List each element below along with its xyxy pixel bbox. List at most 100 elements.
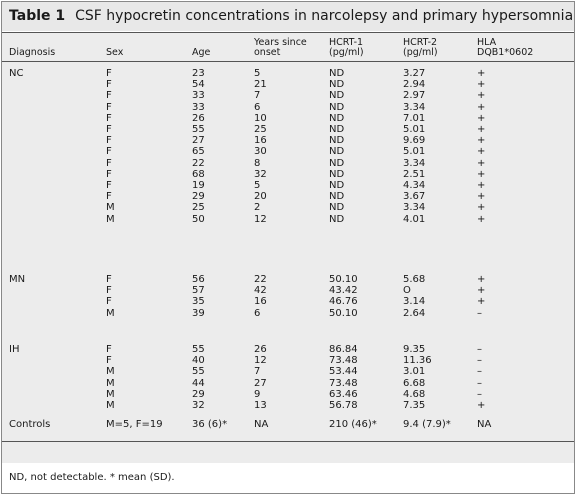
cell-age: 33 bbox=[192, 90, 205, 102]
cell-age: 26 bbox=[192, 112, 205, 124]
controls-sex: M=5, F=19 bbox=[106, 419, 163, 430]
cell-sex: F bbox=[106, 180, 112, 191]
cell-sex: F bbox=[106, 274, 112, 285]
cell-age: 29 bbox=[192, 388, 205, 400]
cell-years-since-onset: 12 bbox=[254, 355, 267, 367]
cell-sex: F bbox=[106, 355, 112, 367]
cell-hla-dqb1: + bbox=[477, 202, 486, 214]
cell-years-since-onset: 13 bbox=[254, 400, 267, 411]
cell-sex: F bbox=[106, 191, 112, 203]
cell-years-since-onset: 32 bbox=[254, 168, 267, 180]
cell-hcrt2: 4.01 bbox=[403, 213, 426, 225]
bottom-rule bbox=[2, 441, 574, 442]
cell-age: 29 bbox=[192, 191, 205, 203]
cell-sex: F bbox=[106, 124, 112, 135]
cell-hla-dqb1: + bbox=[477, 112, 486, 124]
cell-hla-dqb1: + bbox=[477, 146, 486, 158]
cell-age: 19 bbox=[192, 180, 205, 191]
cell-hcrt1: ND bbox=[329, 101, 345, 113]
table-body: Diagnosis Sex Age Years since onset HCRT… bbox=[2, 32, 574, 463]
header-hcrt1-line1: HCRT-1 bbox=[329, 37, 364, 48]
cell-hla-dqb1: + bbox=[477, 90, 486, 102]
cell-sex: F bbox=[106, 112, 112, 124]
cell-hcrt1: ND bbox=[329, 68, 345, 79]
cell-years-since-onset: 20 bbox=[254, 191, 267, 203]
cell-hcrt1: 50.10 bbox=[329, 274, 358, 285]
cell-hla-dqb1: – bbox=[477, 355, 482, 367]
cell-hcrt2: 9.69 bbox=[403, 135, 426, 147]
cell-age: 57 bbox=[192, 285, 205, 297]
cell-years-since-onset: 21 bbox=[254, 79, 267, 91]
cell-age: 55 bbox=[192, 344, 205, 355]
cell-sex: F bbox=[106, 146, 112, 158]
cell-years-since-onset: 16 bbox=[254, 296, 267, 308]
cell-hcrt1: ND bbox=[329, 112, 345, 124]
header-hla-line1: HLA bbox=[477, 37, 497, 48]
cell-hcrt2: 6.68 bbox=[403, 377, 426, 389]
cell-sex: M bbox=[106, 202, 115, 214]
cell-years-since-onset: 26 bbox=[254, 344, 267, 355]
header-hla-line2: DQB1*0602 bbox=[477, 47, 534, 58]
cell-age: 27 bbox=[192, 135, 205, 147]
controls-label: Controls bbox=[9, 419, 51, 430]
controls-hcrt1: 210 (46)* bbox=[329, 419, 377, 430]
cell-hcrt2: 5.01 bbox=[403, 124, 426, 135]
diagnosis-label: NC bbox=[9, 68, 24, 79]
cell-hcrt1: 43.42 bbox=[329, 285, 358, 297]
cell-years-since-onset: 5 bbox=[254, 180, 261, 191]
cell-hla-dqb1: + bbox=[477, 101, 486, 113]
cell-hla-dqb1: + bbox=[477, 79, 486, 91]
cell-hcrt1: ND bbox=[329, 146, 345, 158]
cell-sex: F bbox=[106, 285, 112, 297]
cell-age: 54 bbox=[192, 79, 205, 91]
cell-sex: F bbox=[106, 168, 112, 180]
diagnosis-label: MN bbox=[9, 274, 26, 285]
diagnosis-label: IH bbox=[9, 344, 20, 355]
cell-hcrt2: 2.97 bbox=[403, 90, 426, 102]
header-sex: Sex bbox=[106, 47, 124, 58]
top-rule bbox=[2, 32, 574, 33]
header-hcrt2-line1: HCRT-2 bbox=[403, 37, 438, 48]
cell-years-since-onset: 25 bbox=[254, 124, 267, 135]
cell-hcrt2: 2.51 bbox=[403, 168, 426, 180]
cell-hla-dqb1: + bbox=[477, 68, 486, 79]
cell-hcrt2: 3.14 bbox=[403, 296, 426, 308]
cell-hla-dqb1: + bbox=[477, 135, 486, 147]
cell-years-since-onset: 42 bbox=[254, 285, 267, 297]
cell-years-since-onset: 12 bbox=[254, 213, 267, 225]
cell-years-since-onset: 9 bbox=[254, 388, 261, 400]
cell-hla-dqb1: – bbox=[477, 366, 482, 378]
cell-years-since-onset: 10 bbox=[254, 112, 267, 124]
cell-hcrt2: 2.94 bbox=[403, 79, 426, 91]
cell-sex: F bbox=[106, 344, 112, 355]
cell-hcrt2: 2.64 bbox=[403, 307, 426, 319]
cell-hcrt2: 3.67 bbox=[403, 191, 426, 203]
table-title-bar: Table 1 CSF hypocretin concentrations in … bbox=[2, 2, 574, 31]
cell-hla-dqb1: + bbox=[477, 274, 486, 285]
cell-age: 68 bbox=[192, 168, 205, 180]
cell-sex: M bbox=[106, 377, 115, 389]
cell-hcrt2: 3.34 bbox=[403, 202, 426, 214]
cell-sex: F bbox=[106, 101, 112, 113]
cell-hcrt1: 73.48 bbox=[329, 377, 358, 389]
cell-age: 65 bbox=[192, 146, 205, 158]
cell-years-since-onset: 2 bbox=[254, 202, 261, 214]
cell-years-since-onset: 6 bbox=[254, 101, 261, 113]
cell-hcrt2: 3.34 bbox=[403, 157, 426, 169]
cell-hcrt1: ND bbox=[329, 135, 345, 147]
header-hcrt1-line2: (pg/ml) bbox=[329, 47, 364, 58]
cell-age: 25 bbox=[192, 202, 205, 214]
cell-hcrt2: 5.01 bbox=[403, 146, 426, 158]
cell-hcrt1: 63.46 bbox=[329, 388, 358, 400]
cell-hcrt1: ND bbox=[329, 168, 345, 180]
cell-years-since-onset: 7 bbox=[254, 90, 261, 102]
cell-hcrt2: 4.68 bbox=[403, 388, 426, 400]
cell-sex: M bbox=[106, 213, 115, 225]
cell-hcrt2: 3.34 bbox=[403, 101, 426, 113]
cell-hla-dqb1: + bbox=[477, 180, 486, 191]
header-hcrt2-line2: (pg/ml) bbox=[403, 47, 438, 58]
controls-years-since-onset: NA bbox=[254, 419, 269, 430]
cell-hcrt2: O bbox=[403, 285, 411, 297]
cell-hcrt1: ND bbox=[329, 124, 345, 135]
